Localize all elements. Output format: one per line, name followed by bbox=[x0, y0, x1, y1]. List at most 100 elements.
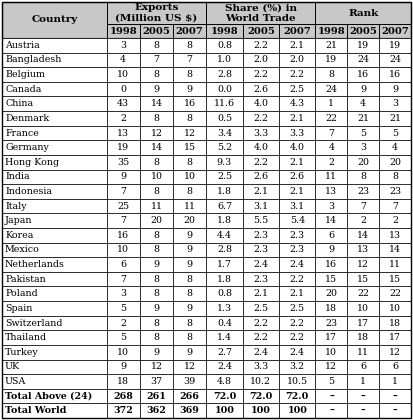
Bar bbox=[107, 257, 140, 272]
Text: 13: 13 bbox=[117, 129, 129, 137]
Text: –: – bbox=[393, 406, 397, 415]
Bar bbox=[2, 184, 107, 199]
Text: 5: 5 bbox=[328, 377, 335, 386]
Text: 4: 4 bbox=[120, 55, 126, 64]
Text: 11: 11 bbox=[325, 172, 337, 181]
Text: 2.6: 2.6 bbox=[253, 172, 268, 181]
Bar bbox=[140, 345, 173, 360]
Text: 20: 20 bbox=[389, 158, 401, 167]
Text: Hong Kong: Hong Kong bbox=[5, 158, 59, 167]
Bar bbox=[379, 389, 411, 403]
Text: 16: 16 bbox=[357, 70, 369, 79]
Text: 10: 10 bbox=[117, 70, 129, 79]
Text: 9: 9 bbox=[153, 304, 159, 313]
Bar bbox=[107, 213, 140, 228]
Text: 9: 9 bbox=[153, 348, 159, 357]
Bar bbox=[173, 199, 206, 213]
Text: 14: 14 bbox=[150, 99, 162, 108]
Bar bbox=[347, 272, 379, 286]
Bar bbox=[243, 126, 279, 140]
Bar bbox=[243, 184, 279, 199]
Bar bbox=[316, 330, 347, 345]
Bar bbox=[206, 213, 243, 228]
Text: 2005: 2005 bbox=[142, 26, 171, 36]
Bar bbox=[379, 257, 411, 272]
Bar bbox=[347, 301, 379, 316]
Bar bbox=[347, 82, 379, 97]
Text: 12: 12 bbox=[389, 348, 401, 357]
Text: Mexico: Mexico bbox=[5, 245, 40, 255]
Bar bbox=[379, 213, 411, 228]
Text: Poland: Poland bbox=[5, 289, 38, 298]
Text: 7: 7 bbox=[120, 216, 126, 225]
Text: 2.2: 2.2 bbox=[253, 41, 268, 50]
Bar bbox=[243, 38, 279, 52]
Text: 2: 2 bbox=[328, 158, 335, 167]
Text: China: China bbox=[5, 99, 33, 108]
Text: 10.5: 10.5 bbox=[287, 377, 308, 386]
Bar bbox=[379, 155, 411, 170]
Bar bbox=[206, 257, 243, 272]
Bar bbox=[379, 286, 411, 301]
Bar bbox=[347, 52, 379, 67]
Bar bbox=[379, 52, 411, 67]
Bar bbox=[347, 140, 379, 155]
Bar bbox=[279, 140, 316, 155]
Bar bbox=[206, 126, 243, 140]
Text: 15: 15 bbox=[389, 275, 401, 284]
Text: Denmark: Denmark bbox=[5, 114, 49, 123]
Text: 2.0: 2.0 bbox=[253, 55, 268, 64]
Bar bbox=[173, 272, 206, 286]
Bar bbox=[279, 24, 316, 38]
Text: 0.8: 0.8 bbox=[217, 289, 232, 298]
Bar bbox=[279, 170, 316, 184]
Text: Share (%) in
World Trade: Share (%) in World Trade bbox=[225, 3, 297, 23]
Text: 39: 39 bbox=[183, 377, 196, 386]
Bar bbox=[279, 301, 316, 316]
Text: 6: 6 bbox=[392, 362, 398, 371]
Text: 2.5: 2.5 bbox=[253, 304, 268, 313]
Bar bbox=[173, 345, 206, 360]
Text: 8: 8 bbox=[154, 318, 159, 328]
Bar bbox=[206, 286, 243, 301]
Bar bbox=[379, 301, 411, 316]
Text: 16: 16 bbox=[389, 70, 401, 79]
Bar bbox=[173, 257, 206, 272]
Bar bbox=[316, 38, 347, 52]
Text: 5: 5 bbox=[120, 333, 126, 342]
Text: 2.1: 2.1 bbox=[290, 41, 305, 50]
Bar bbox=[243, 67, 279, 82]
Text: 3.3: 3.3 bbox=[253, 362, 268, 371]
Text: 8: 8 bbox=[187, 333, 193, 342]
Bar bbox=[140, 360, 173, 374]
Bar bbox=[140, 82, 173, 97]
Bar bbox=[279, 82, 316, 97]
Bar bbox=[316, 272, 347, 286]
Text: 72.0: 72.0 bbox=[249, 391, 273, 401]
Bar bbox=[243, 286, 279, 301]
Bar bbox=[107, 199, 140, 213]
Bar bbox=[2, 82, 107, 97]
Text: 20: 20 bbox=[184, 216, 196, 225]
Bar bbox=[279, 272, 316, 286]
Bar bbox=[243, 199, 279, 213]
Bar bbox=[107, 111, 140, 126]
Bar bbox=[107, 67, 140, 82]
Bar bbox=[2, 2, 411, 38]
Bar bbox=[107, 345, 140, 360]
Bar bbox=[347, 360, 379, 374]
Text: 12: 12 bbox=[150, 362, 162, 371]
Text: 7: 7 bbox=[392, 202, 398, 210]
Text: 2005: 2005 bbox=[247, 26, 275, 36]
Text: 3.1: 3.1 bbox=[253, 202, 268, 210]
Bar bbox=[2, 286, 107, 301]
Text: 8: 8 bbox=[187, 158, 193, 167]
Text: 8: 8 bbox=[154, 41, 159, 50]
Text: Japan: Japan bbox=[5, 216, 33, 225]
Bar bbox=[206, 111, 243, 126]
Text: 9: 9 bbox=[187, 231, 193, 240]
Text: 2.4: 2.4 bbox=[290, 260, 305, 269]
Bar bbox=[347, 330, 379, 345]
Text: Switzerland: Switzerland bbox=[5, 318, 62, 328]
Bar bbox=[279, 213, 316, 228]
